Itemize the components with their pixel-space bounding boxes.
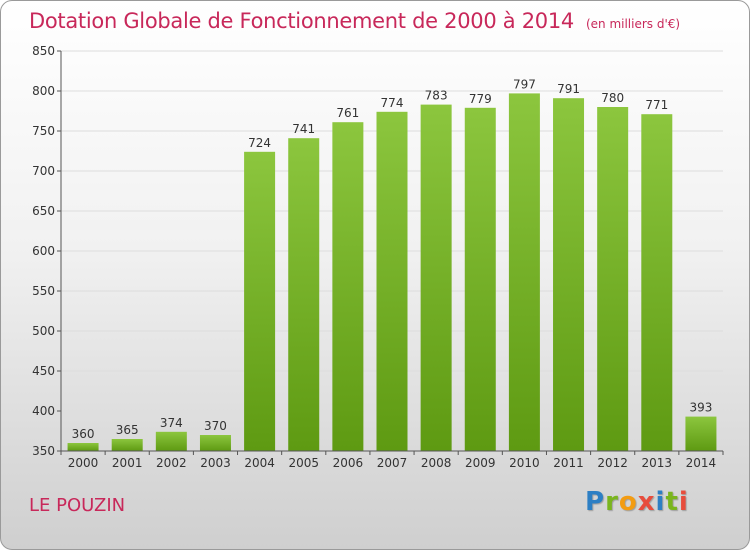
chart-title: Dotation Globale de Fonctionnement de 20… <box>29 9 680 33</box>
y-tick-label: 850 <box>32 44 55 58</box>
data-label: 783 <box>425 89 448 103</box>
bar <box>244 151 276 452</box>
x-tick-label: 2012 <box>597 456 628 470</box>
y-tick-label: 800 <box>32 84 55 98</box>
x-axis: 2000 2001 2002 2003 2004 2005 2006 2007 2008 2009… <box>60 450 724 470</box>
y-tick-label: 350 <box>32 444 55 458</box>
y-tick-label: 400 <box>32 404 55 418</box>
bar <box>420 104 452 451</box>
bar <box>641 114 673 451</box>
data-label: 761 <box>336 106 359 120</box>
bars: 360 365 374 370 724 741 761 774 783 779 797 791 780 7… <box>67 77 717 452</box>
data-label: 797 <box>513 77 536 91</box>
bar <box>376 111 408 452</box>
data-label: 360 <box>72 427 95 441</box>
unit-note: (en milliers d'€) <box>585 17 681 31</box>
data-label: 774 <box>381 96 404 110</box>
y-tick-label: 650 <box>32 204 55 218</box>
data-label: 365 <box>116 423 139 437</box>
data-label: 791 <box>557 82 580 96</box>
bar <box>508 93 540 452</box>
y-axis: 350 400 450 500 550 600 650 700 750 800 850 <box>32 44 62 458</box>
data-label: 724 <box>248 136 271 150</box>
bar <box>464 107 496 452</box>
y-tick-label: 750 <box>32 124 55 138</box>
title-text: Dotation Globale de Fonctionnement de 20… <box>29 9 574 33</box>
data-label: 779 <box>469 92 492 106</box>
x-tick-label: 2004 <box>244 456 275 470</box>
proxiti-logo: Proxiti <box>585 487 689 517</box>
bar <box>553 98 585 451</box>
x-tick-label: 2011 <box>553 456 584 470</box>
bar <box>597 107 629 451</box>
x-tick-label: 2001 <box>112 456 143 470</box>
data-label: 393 <box>689 401 712 415</box>
bar <box>288 138 320 451</box>
data-label: 741 <box>292 122 315 136</box>
bar <box>155 431 187 451</box>
x-tick-label: 2014 <box>686 456 717 470</box>
x-tick-label: 2005 <box>288 456 319 470</box>
bar <box>685 416 717 451</box>
data-label: 780 <box>601 91 624 105</box>
x-tick-label: 2008 <box>421 456 452 470</box>
x-tick-label: 2003 <box>200 456 231 470</box>
data-label: 370 <box>204 419 227 433</box>
bar <box>111 439 143 451</box>
y-tick-label: 600 <box>32 244 55 258</box>
x-tick-label: 2006 <box>333 456 364 470</box>
bar <box>67 443 99 451</box>
bar <box>199 435 231 451</box>
x-tick-label: 2010 <box>509 456 540 470</box>
y-tick-label: 700 <box>32 164 55 178</box>
bar <box>332 122 364 451</box>
y-tick-label: 550 <box>32 284 55 298</box>
data-label: 771 <box>645 98 668 112</box>
x-tick-label: 2002 <box>156 456 187 470</box>
y-tick-label: 450 <box>32 364 55 378</box>
x-tick-label: 2009 <box>465 456 496 470</box>
x-tick-label: 2007 <box>377 456 408 470</box>
y-tick-label: 500 <box>32 324 55 338</box>
x-tick-label: 2013 <box>642 456 673 470</box>
commune-name: LE POUZIN <box>29 495 126 516</box>
data-label: 374 <box>160 416 183 430</box>
x-tick-label: 2000 <box>68 456 99 470</box>
